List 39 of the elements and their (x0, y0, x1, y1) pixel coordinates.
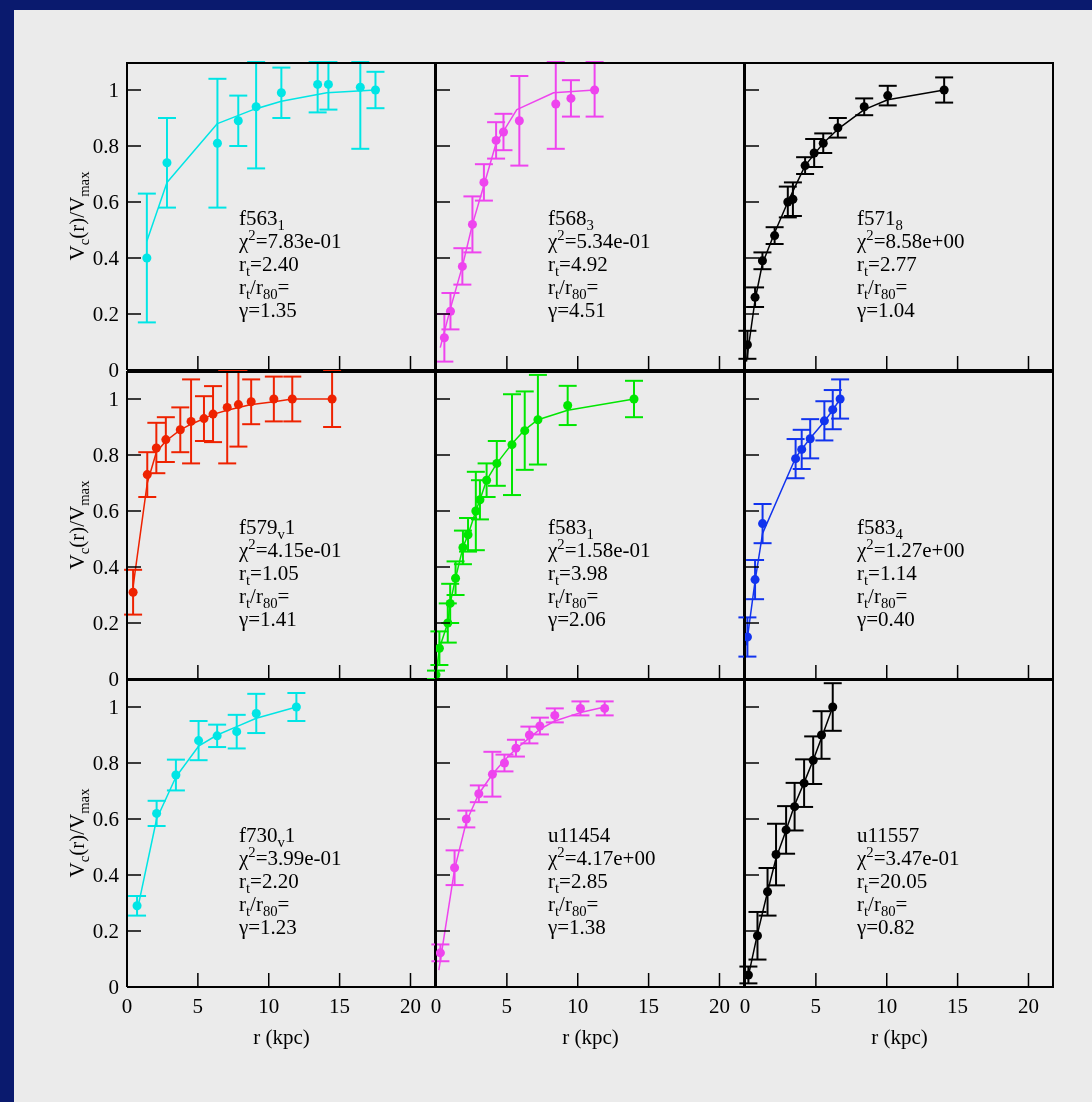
x-axis-title: r (kpc) (252, 1025, 311, 1050)
x-axis-title: r (kpc) (870, 1025, 929, 1050)
y-tick-label: 0.4 (92, 863, 120, 887)
annotation: χ$^{2}$=3.47e-01 (857, 844, 960, 870)
y-tick-label: 0.6 (92, 498, 119, 523)
y-tick-label: 0.8 (92, 751, 119, 775)
y-tick-label: 0.2 (92, 302, 119, 326)
x-tick-label: 20 (1017, 994, 1039, 1018)
y-tick-label: 0.2 (92, 919, 119, 943)
annotation: u11454 (548, 823, 612, 847)
x-tick-label: 5 (810, 994, 822, 1018)
x-tick-label: 10 (258, 994, 280, 1018)
y-tick-label: 0.2 (92, 610, 119, 635)
x-tick-label: 0 (430, 994, 442, 1018)
y-tick-label: 1 (108, 78, 119, 102)
x-tick-label: 0 (739, 994, 751, 1018)
x-tick-label: 20 (399, 994, 421, 1018)
y-tick-label: 0.6 (92, 190, 119, 214)
x-tick-label: 10 (876, 994, 898, 1018)
y-tick-label: 0 (108, 666, 119, 691)
annotation: χ$^{2}$=4.17e+00 (548, 844, 656, 870)
x-tick-label: 5 (192, 994, 204, 1018)
y-tick-label: 1 (108, 695, 119, 719)
x-tick-label: 10 (567, 994, 589, 1018)
x-tick-label: 15 (947, 994, 969, 1018)
y-tick-label: 0.8 (92, 442, 119, 467)
x-tick-label: 15 (329, 994, 351, 1018)
y-tick-label: 0.4 (92, 554, 120, 579)
y-tick-label: 0 (108, 975, 119, 999)
y-tick-label: 0.6 (92, 807, 119, 831)
x-tick-label: 15 (638, 994, 660, 1018)
x-axis-title: r (kpc) (561, 1025, 620, 1050)
x-tick-label: 5 (501, 994, 513, 1018)
annotation: u11557 (857, 823, 921, 847)
y-tick-label: 1 (108, 386, 119, 411)
x-tick-label: 20 (708, 994, 730, 1018)
y-tick-label: 0.4 (92, 246, 120, 270)
y-tick-label: 0 (108, 358, 119, 382)
y-tick-label: 0.8 (92, 134, 119, 158)
